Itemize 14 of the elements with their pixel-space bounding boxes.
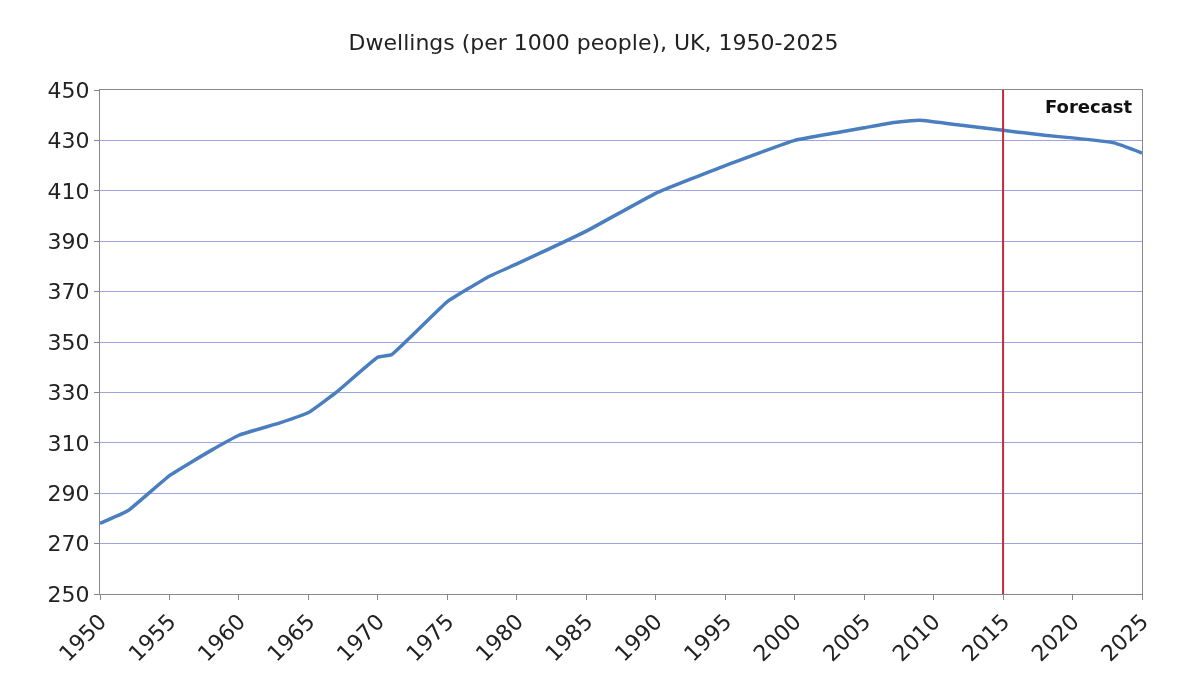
line-series: [100, 118, 1142, 526]
y-tick-label: 450: [47, 77, 90, 103]
y-tick-label: 390: [47, 228, 90, 254]
ref-line-label: Forecast: [1045, 96, 1133, 117]
y-tick-label: 430: [47, 128, 90, 154]
y-tick-label: 290: [47, 480, 90, 506]
y-tick-label: 270: [47, 531, 90, 557]
chart-title: Dwellings (per 1000 people), UK, 1950-2025: [348, 30, 839, 56]
y-tick-label: 350: [47, 329, 90, 355]
y-tick-label: 310: [47, 430, 90, 456]
y-tick-label: 410: [47, 178, 90, 204]
y-tick-label: 330: [47, 380, 90, 406]
y-tick-label: 250: [47, 581, 90, 607]
y-tick-label: 370: [47, 279, 90, 305]
